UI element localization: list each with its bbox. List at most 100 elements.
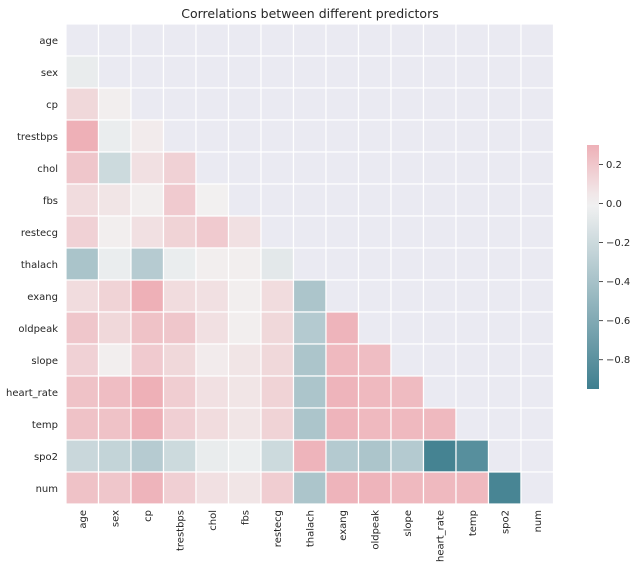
heatmap-cell [195,343,230,377]
heatmap-cell [195,215,230,249]
heatmap-cell [227,247,262,281]
masked-cell [357,23,392,57]
heatmap-cell [357,407,392,441]
masked-cell [260,183,295,217]
x-tick-label: sex [110,510,121,527]
masked-cell [292,247,327,281]
masked-cell [357,183,392,217]
y-tick-label: age [39,36,58,47]
heatmap-cell [130,279,165,313]
heatmap-cell [455,471,490,505]
colorbar-gradient [587,145,599,389]
y-axis-labels: age sex cp trestbps chol fbs restecg thalach exa… [6,36,58,495]
masked-cell [455,215,490,249]
masked-cell [325,215,360,249]
heatmap-cell [390,471,425,505]
masked-cell [487,183,522,217]
masked-cell [520,183,555,217]
masked-cell [520,215,555,249]
x-tick-label: cp [143,510,154,522]
heatmap-cell [325,439,360,473]
masked-cell [455,183,490,217]
masked-cell [325,247,360,281]
y-tick-label: temp [32,420,58,431]
heatmap-cell [162,151,197,185]
masked-cell [227,87,262,121]
heatmap-cell [65,439,100,473]
masked-cell [357,151,392,185]
heatmap-cell [130,151,165,185]
heatmap-cell [130,183,165,217]
masked-cell [325,151,360,185]
heatmap-cell [325,407,360,441]
masked-cell [195,87,230,121]
masked-cell [422,375,457,409]
heatmap-cell [357,343,392,377]
heatmap-cell [130,439,165,473]
masked-cell [292,23,327,57]
masked-cell [195,119,230,153]
heatmap-cell [97,279,132,313]
x-tick-label: oldpeak [370,510,381,550]
masked-cell [520,55,555,89]
y-tick-label: thalach [21,260,58,271]
heatmap-cell [357,375,392,409]
heatmap-cell [227,311,262,345]
masked-cell [390,119,425,153]
heatmap-cell [97,311,132,345]
masked-cell [390,311,425,345]
heatmap-cell [292,407,327,441]
masked-cell [520,119,555,153]
y-tick-label: sex [41,68,58,79]
heatmap-cell [97,247,132,281]
masked-cell [162,119,197,153]
masked-cell [520,375,555,409]
heatmap-cell [162,247,197,281]
masked-cell [325,279,360,313]
heatmap-cell [162,279,197,313]
colorbar-tick-label: 0.2 [606,160,622,171]
masked-cell [390,23,425,57]
masked-cell [487,215,522,249]
heatmap-cell [65,183,100,217]
heatmap-cell [227,279,262,313]
masked-cell [422,55,457,89]
heatmap-cell [325,471,360,505]
masked-cell [455,279,490,313]
masked-cell [260,87,295,121]
masked-cell [227,23,262,57]
masked-cell [422,119,457,153]
heatmap-cell [65,215,100,249]
heatmap-cell [65,87,100,121]
heatmap-cell [162,407,197,441]
heatmap-cell [195,439,230,473]
chart-title: Correlations between different predictor… [181,6,438,21]
heatmap-cell [292,471,327,505]
heatmap-cell [65,311,100,345]
y-tick-label: trestbps [17,132,58,143]
y-tick-label: exang [27,292,58,303]
masked-cell [390,55,425,89]
masked-cell [292,119,327,153]
masked-cell [487,311,522,345]
heatmap-cell [65,119,100,153]
heatmap-cell [195,375,230,409]
heatmap-cell [97,215,132,249]
masked-cell [487,119,522,153]
heatmap-cell [97,151,132,185]
heatmap-cell [65,407,100,441]
masked-cell [195,23,230,57]
heatmap-cell [97,407,132,441]
masked-cell [390,343,425,377]
heatmap-cell [130,407,165,441]
masked-cell [292,87,327,121]
masked-cell [455,87,490,121]
heatmap-cell [130,215,165,249]
heatmap-cell [162,375,197,409]
masked-cell [227,55,262,89]
masked-cell [422,279,457,313]
heatmap-cell [130,375,165,409]
masked-cell [487,23,522,57]
heatmap-cell [130,343,165,377]
masked-cell [390,151,425,185]
